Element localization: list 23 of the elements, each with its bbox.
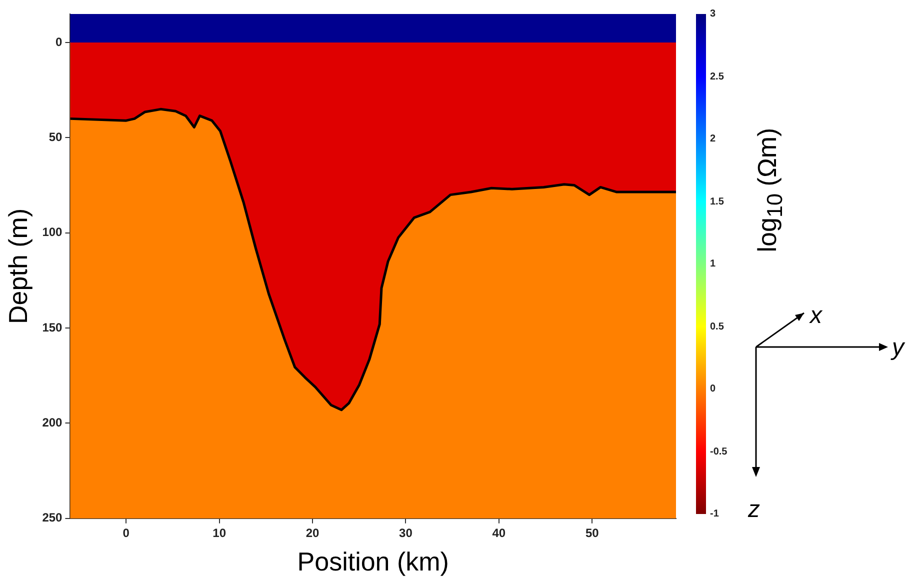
- x-tick-label: 30: [399, 526, 413, 540]
- color-bar-label: 2: [710, 134, 716, 144]
- x-tick-label: 50: [585, 526, 600, 540]
- color-bar-label: 1: [710, 258, 716, 270]
- color-bar-label: 0.5: [710, 321, 724, 332]
- color-bar-label: 0: [710, 384, 716, 394]
- color-bar-label: 2.5: [710, 71, 724, 82]
- y-tick-label: 250: [42, 510, 63, 525]
- y-tick-label: 100: [42, 225, 63, 240]
- y-axis-title: Depth (m): [2, 208, 33, 324]
- x-axis-title: Position (km): [297, 546, 449, 577]
- color-bar-label: 1.5: [710, 196, 724, 207]
- x-tick-label: 0: [122, 526, 130, 540]
- y-tick-label: 200: [42, 416, 63, 430]
- x-tick-label: 40: [492, 526, 506, 540]
- y-tick-label: 0: [56, 34, 63, 49]
- color-bar-label: -0.5: [710, 446, 728, 457]
- color-bar-label: 3: [710, 8, 716, 20]
- y-tick-label: 50: [48, 130, 63, 144]
- color-bar-label: -1: [710, 508, 719, 520]
- x-tick-label: 20: [306, 526, 320, 540]
- y-tick-label: 150: [42, 320, 63, 334]
- x-tick-label: 10: [212, 526, 226, 540]
